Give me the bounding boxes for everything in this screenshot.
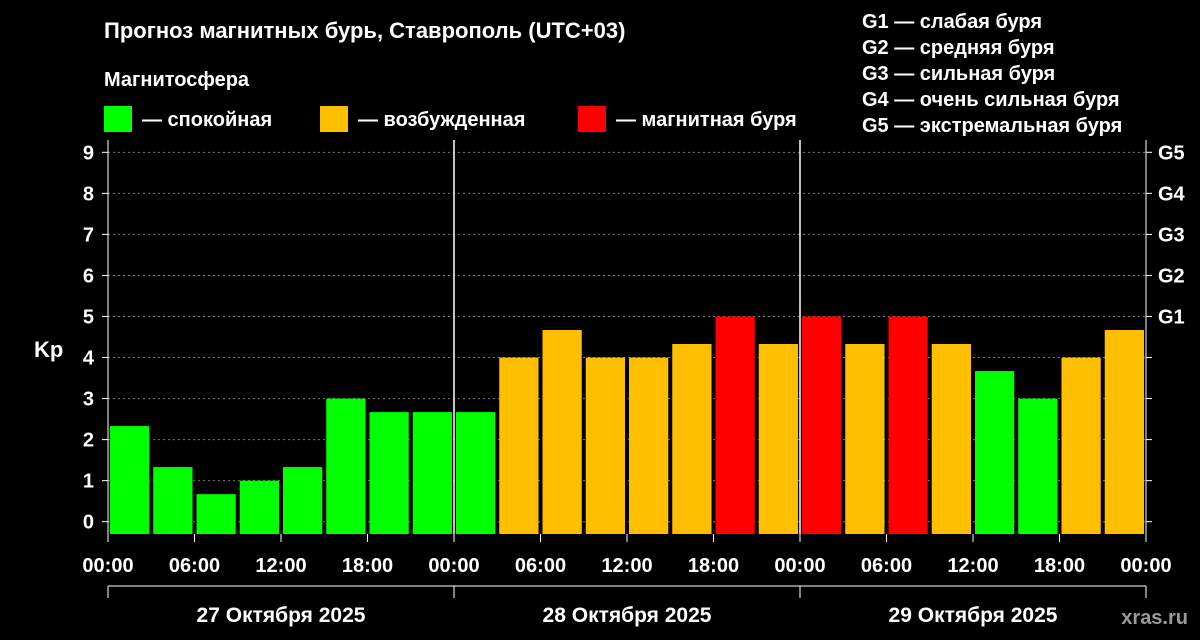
bar — [1104, 330, 1144, 534]
x-tick-label: 06:00 — [515, 555, 566, 577]
right-tick-label: G5 — [1158, 142, 1185, 164]
g-scale-item-g3: G3 — сильная буря — [862, 63, 1055, 85]
bar — [542, 330, 582, 534]
day-label: 27 Октября 2025 — [197, 604, 366, 627]
x-tick-label: 00:00 — [774, 555, 825, 577]
y-tick-labels: 0 1 2 3 4 5 6 7 8 9 — [83, 142, 95, 533]
x-tick-label: 06:00 — [861, 555, 912, 577]
day-label: 28 Октября 2025 — [543, 604, 712, 627]
grid-lines — [108, 151, 1146, 523]
y-tick-label: 7 — [83, 224, 94, 246]
bar — [585, 357, 625, 534]
right-tick-label: G4 — [1158, 183, 1186, 205]
y-tick-label: 8 — [83, 183, 94, 205]
legend-label-quiet: — спокойная — [142, 109, 272, 131]
bar — [1018, 398, 1058, 534]
g-scale-item-g4: G4 — очень сильная буря — [862, 89, 1120, 111]
bar — [672, 343, 712, 534]
right-tick-label: G2 — [1158, 265, 1185, 287]
legend-swatch-active — [320, 106, 348, 132]
g-scale-item-g5: G5 — экстремальная буря — [862, 115, 1122, 137]
chart-title: Прогноз магнитных бурь, Ставрополь (UTC+… — [104, 18, 625, 43]
bar — [888, 316, 928, 534]
day-label: 29 Октября 2025 — [889, 604, 1058, 627]
bar — [239, 480, 279, 534]
bar — [975, 371, 1015, 534]
legend-swatch-quiet — [104, 106, 132, 132]
x-tick-label: 00:00 — [82, 555, 133, 577]
y-tick-label: 5 — [83, 306, 94, 328]
right-tick-labels: G1 G2 G3 G4 G5 — [1158, 142, 1186, 328]
y-tick-label: 4 — [83, 348, 95, 370]
bar — [931, 343, 971, 534]
x-tick-label: 00:00 — [1120, 555, 1171, 577]
bar — [629, 357, 669, 534]
x-tick-label: 12:00 — [947, 555, 998, 577]
bar — [499, 357, 539, 534]
legend-swatch-storm — [578, 106, 606, 132]
x-tick-labels: 00:00 06:00 12:00 18:00 00:00 06:00 12:00 18:00… — [82, 555, 1171, 577]
x-tick-label: 12:00 — [601, 555, 652, 577]
watermark: xras.ru — [1121, 607, 1188, 629]
legend-label-active: — возбужденная — [358, 109, 525, 131]
bar — [326, 398, 366, 534]
y-tick-label: 3 — [83, 389, 94, 411]
x-tick-label: 18:00 — [1034, 555, 1085, 577]
right-tick-label: G1 — [1158, 306, 1185, 328]
bar — [196, 494, 236, 534]
legend-label-storm: — магнитная буря — [616, 109, 797, 131]
legend-heading: Магнитосфера — [104, 69, 250, 91]
bar — [153, 467, 193, 534]
bar — [412, 412, 452, 534]
x-tick-label: 12:00 — [255, 555, 306, 577]
bar — [802, 316, 842, 534]
legend: — спокойная — возбужденная — магнитная б… — [104, 106, 797, 132]
x-tick-label: 18:00 — [342, 555, 393, 577]
g-scale-legend: G1 — слабая буря G2 — средняя буря G3 — … — [862, 11, 1122, 137]
x-tick-label: 06:00 — [169, 555, 220, 577]
day-labels: 27 Октября 2025 28 Октября 2025 29 Октября… — [107, 585, 1147, 627]
bar — [1061, 357, 1101, 534]
bar — [110, 426, 150, 534]
y-tick-label: 2 — [83, 430, 94, 452]
bar — [758, 343, 798, 534]
x-tick-label: 18:00 — [688, 555, 739, 577]
g-scale-item-g2: G2 — средняя буря — [862, 37, 1055, 59]
bar — [456, 412, 496, 534]
y-tick-label: 9 — [83, 142, 94, 164]
x-tick-label: 00:00 — [428, 555, 479, 577]
bar — [845, 343, 885, 534]
g-scale-item-g1: G1 — слабая буря — [862, 11, 1042, 33]
right-tick-label: G3 — [1158, 224, 1185, 246]
y-axis-label: Kp — [34, 337, 63, 362]
bar — [715, 316, 755, 534]
axes — [102, 140, 1152, 542]
bar — [369, 412, 409, 534]
y-tick-label: 1 — [83, 471, 94, 493]
bar — [283, 467, 323, 534]
y-tick-label: 0 — [83, 512, 94, 534]
bars — [110, 316, 1144, 534]
y-tick-label: 6 — [83, 265, 94, 287]
